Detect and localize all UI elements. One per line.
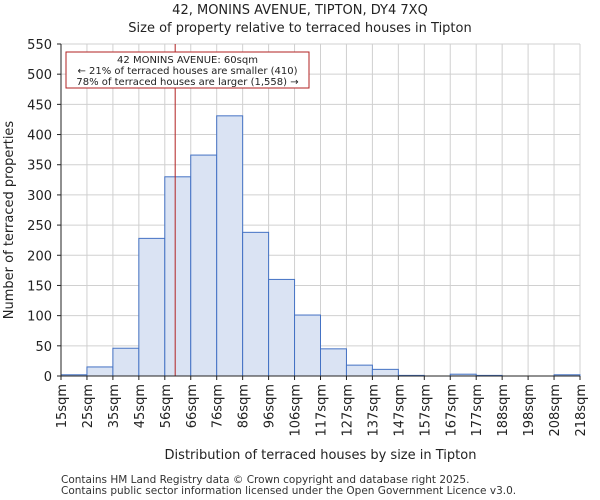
x-tick-label: 127sqm	[340, 384, 355, 437]
y-tick-label: 150	[27, 279, 52, 294]
x-tick-label: 147sqm	[392, 384, 407, 437]
y-tick-label: 350	[27, 159, 52, 174]
x-tick-label: 96sqm	[263, 384, 278, 428]
x-tick-label: 137sqm	[366, 384, 381, 437]
annotation-line-3: 78% of terraced houses are larger (1,558…	[76, 77, 298, 88]
histogram-bar	[138, 237, 166, 377]
annotation-box: 42 MONINS AVENUE: 60sqm ← 21% of terrace…	[65, 51, 310, 89]
y-tick-label: 0	[44, 370, 52, 385]
x-tick-label: 35sqm	[107, 384, 122, 428]
footer-licence: Contains public sector information licen…	[61, 485, 517, 497]
bars	[60, 115, 581, 377]
y-tick-label: 200	[27, 249, 52, 264]
x-tick-label: 25sqm	[81, 384, 96, 428]
x-tick-label: 56sqm	[159, 384, 174, 428]
x-tick-label: 208sqm	[548, 384, 563, 437]
x-tick-label: 198sqm	[522, 384, 537, 437]
histogram-chart: 0 50 100 150 200 250 300 350 400 450 500 550 15sqm 25…	[2, 38, 589, 463]
chart-title: Size of property relative to terraced ho…	[128, 21, 472, 36]
x-tick-label: 86sqm	[237, 384, 252, 428]
x-tick-label: 76sqm	[211, 384, 226, 428]
axes: 0 50 100 150 200 250 300 350 400 450 500 550 15sqm 25…	[27, 38, 589, 437]
annotation-line-2: ← 21% of terraced houses are smaller (41…	[77, 66, 297, 77]
y-tick-label: 550	[27, 38, 52, 53]
x-tick-label: 157sqm	[418, 384, 433, 437]
histogram-bar	[371, 368, 399, 377]
histogram-bar	[190, 154, 218, 377]
annotation-frame	[65, 51, 310, 89]
x-tick-label: 167sqm	[444, 384, 459, 437]
histogram-bar	[320, 348, 347, 377]
y-axis-label: Number of terraced properties	[2, 121, 17, 320]
x-tick-label: 177sqm	[470, 384, 485, 437]
y-tick-label: 500	[27, 68, 52, 83]
histogram-bar	[242, 231, 270, 377]
x-tick-label: 117sqm	[315, 384, 330, 437]
annotation-line-1: 42 MONINS AVENUE: 60sqm	[117, 55, 258, 66]
histogram-bar	[112, 347, 140, 377]
y-tick-label: 300	[27, 189, 52, 204]
y-tick-label: 100	[27, 310, 52, 325]
y-tick-label: 400	[27, 129, 52, 144]
x-tick-label: 45sqm	[133, 384, 148, 428]
histogram-bar	[216, 115, 244, 377]
histogram-bar	[294, 314, 321, 377]
histogram-bar	[345, 364, 373, 377]
footer-copyright: Contains HM Land Registry data © Crown c…	[61, 474, 470, 486]
x-tick-label: 106sqm	[289, 384, 304, 437]
histogram-bar	[164, 176, 192, 377]
x-axis-label: Distribution of terraced houses by size …	[165, 448, 477, 463]
x-tick-label: 66sqm	[185, 384, 200, 428]
histogram-bar	[86, 366, 114, 377]
y-tick-label: 50	[35, 340, 52, 355]
chart-title-address: 42, MONINS AVENUE, TIPTON, DY4 7XQ	[172, 3, 428, 18]
y-tick-label: 450	[27, 98, 52, 113]
x-tick-label: 188sqm	[496, 384, 511, 437]
histogram-bar	[268, 278, 296, 377]
y-tick-label: 250	[27, 219, 52, 234]
x-tick-label: 218sqm	[574, 384, 589, 437]
x-tick-label: 15sqm	[55, 384, 70, 428]
